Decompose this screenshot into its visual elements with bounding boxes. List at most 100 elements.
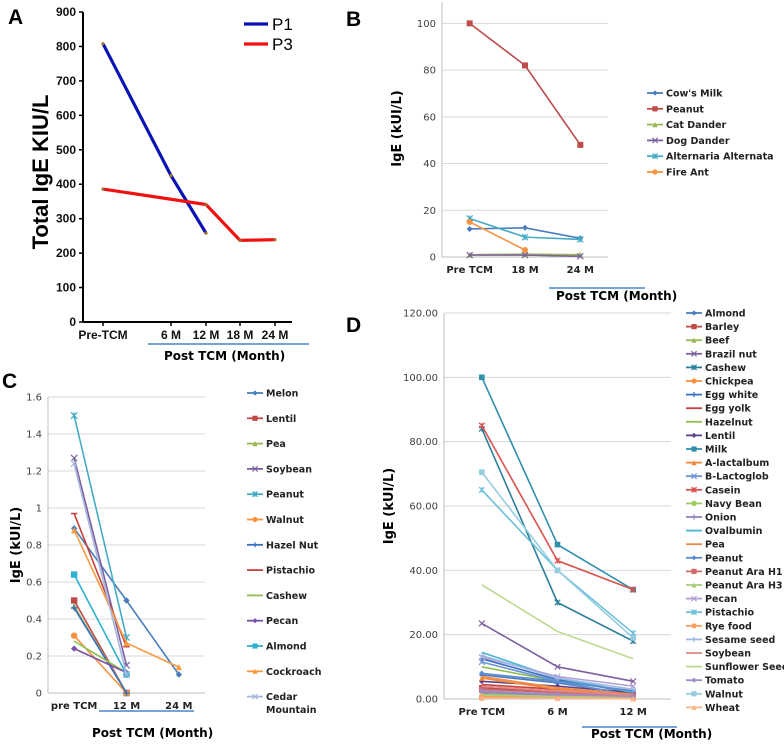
panel-d-chart: 0.00 20.00 40.00 60.00 80.00 100.00 120.00 Pre … bbox=[382, 309, 784, 728]
panel-d-legend-item-tomato: Tomato bbox=[686, 676, 745, 687]
panel-d-legend-egg-white-label: Egg white bbox=[705, 390, 758, 401]
panel-d-legend-lentil-marker bbox=[691, 432, 697, 438]
panel-d-series-sunflower-seed-line bbox=[481, 584, 634, 660]
panel-c-series-soybean-point bbox=[70, 454, 78, 462]
panel-d-series-wheat-point bbox=[554, 695, 561, 702]
panel-d-legend-brazil-nut-marker bbox=[690, 350, 698, 357]
panel-d-series-walnut-point bbox=[479, 469, 485, 476]
panel-c-post-tcm-label: Post TCM (Month) bbox=[92, 726, 213, 740]
panel-c-series-cedar-mountain-point bbox=[70, 459, 78, 468]
panel-d-x-tick-label: 12 M bbox=[619, 707, 646, 718]
panel-d-series-casein-point bbox=[629, 586, 637, 593]
panel-b-legend-item-peanut: Peanut bbox=[647, 104, 704, 115]
panel-d-legend-a-lactalbum-label: A-lactalbum bbox=[705, 458, 769, 469]
panel-d-legend-item-barley: Barley bbox=[686, 322, 740, 333]
panel-b-legend-item-cow-s-milk: Cow's Milk bbox=[647, 89, 723, 100]
panel-letter-c: C bbox=[2, 370, 17, 393]
panel-d-y-tick-label: 80.00 bbox=[409, 437, 438, 448]
panel-b-series-alternaria-alternata-point bbox=[521, 233, 529, 241]
panel-d-legend-rye-food-label: Rye food bbox=[705, 621, 752, 632]
panel-b-legend-fire-ant-label: Fire Ant bbox=[666, 168, 709, 179]
panel-b-series-fire-ant-point bbox=[466, 218, 473, 225]
panel-d-legend-tomato-marker bbox=[691, 677, 697, 683]
panel-d-legend-peanut-ara-h3-label: Peanut Ara H3 bbox=[705, 581, 783, 592]
panel-d-series-tomato bbox=[479, 688, 636, 700]
panel-c-series-walnut-point bbox=[70, 632, 78, 639]
panel-c-legend-cockroach-marker bbox=[252, 668, 258, 674]
panel-b-y-tick-label: 0 bbox=[430, 253, 436, 264]
panel-d-series-pecan-point bbox=[629, 682, 637, 690]
panel-d-series-walnut bbox=[479, 469, 636, 641]
panel-d-series-b-lactoglob-point bbox=[478, 658, 486, 666]
panel-c-legend-cashew-label: Cashew bbox=[266, 591, 307, 602]
panel-b-series-peanut-point bbox=[466, 20, 473, 27]
panel-d-legend-rye-food-marker bbox=[691, 623, 697, 629]
panel-a-y-tick-label: 200 bbox=[56, 246, 76, 260]
panel-c-x-tick-label: 12 M bbox=[113, 701, 140, 712]
panel-c-series-hazel-nut-point bbox=[123, 689, 130, 697]
panel-c-series-cedar-mountain-line bbox=[73, 463, 128, 675]
panel-d-legend-peanut-label: Peanut bbox=[705, 553, 743, 564]
panel-d-legend-hazelnut-label: Hazelnut bbox=[705, 417, 753, 428]
panel-b-series-peanut bbox=[466, 20, 584, 148]
panel-c-legend-item-cashew: Cashew bbox=[247, 591, 307, 602]
panel-c-legend-pecan-label: Pecan bbox=[266, 616, 298, 627]
panel-b-y-tick-label: 60 bbox=[423, 112, 436, 123]
panel-b-series-fire-ant-line bbox=[469, 221, 526, 251]
panel-a-y-tick-label: 900 bbox=[56, 5, 76, 19]
panel-d-legend-item-peanut-ara-h3: Peanut Ara H3 bbox=[686, 581, 783, 592]
panel-d-series-milk-point bbox=[479, 374, 485, 381]
panel-d-series-casein-point bbox=[478, 422, 486, 429]
panel-a-x-tick-label: 6 M bbox=[161, 328, 181, 342]
panel-b-legend-item-fire-ant: Fire Ant bbox=[647, 168, 709, 179]
panel-b-series-peanut-point bbox=[522, 62, 528, 69]
panel-b-legend-cat-dander-label: Cat Dander bbox=[666, 120, 727, 131]
panel-d-legend-item-almond: Almond bbox=[686, 309, 746, 320]
panel-c-legend-cedar-mountain-marker bbox=[251, 693, 259, 700]
panel-d-legend-item-rye-food: Rye food bbox=[686, 621, 752, 632]
panel-c-legend-item-walnut: Walnut bbox=[247, 515, 304, 526]
panel-c-y-tick-label: 1.4 bbox=[26, 430, 42, 441]
panel-c-series-walnut bbox=[70, 632, 130, 697]
panel-a-x-tick-label: Pre-TCM bbox=[78, 328, 127, 342]
panel-d-x-tick-label: 6 M bbox=[547, 707, 567, 718]
panel-d-legend-chickpea-label: Chickpea bbox=[705, 377, 754, 388]
panel-c-series-peanut-line bbox=[73, 415, 128, 638]
panel-c-y-tick-label: 0.6 bbox=[26, 578, 42, 589]
panel-a-series-p1-point bbox=[204, 231, 208, 235]
panel-c-series-cockroach bbox=[70, 527, 183, 671]
panel-c-y-tick-label: 1.2 bbox=[26, 467, 42, 478]
panel-d-legend-peanut-ara-h1-marker bbox=[691, 568, 697, 574]
panel-d-legend-wheat-marker bbox=[691, 704, 697, 710]
panel-b-post-tcm-label: Post TCM (Month) bbox=[556, 289, 677, 303]
panel-d-series-lentil-point bbox=[479, 678, 485, 685]
panel-d-legend-item-chickpea: Chickpea bbox=[686, 377, 754, 388]
panel-b-legend-dog-dander-label: Dog Dander bbox=[666, 136, 730, 147]
panel-a-y-tick-label: 800 bbox=[56, 39, 76, 53]
panel-b-x-tick-label: 18 M bbox=[511, 265, 538, 276]
panel-d-series-cashew-line bbox=[481, 428, 634, 642]
panel-d-legend-peanut-ara-h1-label: Peanut Ara H1 bbox=[705, 567, 783, 578]
panel-d-legend-soybean-label: Soybean bbox=[705, 649, 751, 660]
panel-b-y-tick-label: 40 bbox=[423, 159, 436, 170]
panel-d-series-brazil-nut bbox=[478, 620, 637, 685]
panel-b-legend-alternaria-alternata-label: Alternaria Alternata bbox=[666, 152, 774, 163]
panel-d-legend-item-a-lactalbum: A-lactalbum bbox=[686, 458, 769, 469]
panel-d-series-casein bbox=[478, 422, 637, 593]
panel-c-legend-lentil-marker bbox=[252, 415, 258, 421]
panel-c-legend-item-cockroach: Cockroach bbox=[247, 667, 322, 678]
panel-c-series-almond-point bbox=[70, 571, 78, 578]
panel-b-series-cow-s-milk-point bbox=[466, 225, 473, 232]
panel-c-chart: 0 0.2 0.4 0.6 0.8 1 1.2 1.4 1.6 pre TCM 12 M 24 M Ig… bbox=[9, 389, 322, 717]
panel-c-series-soybean-line bbox=[73, 457, 128, 666]
panel-d-legend-item-milk: Milk bbox=[686, 445, 728, 456]
panel-d-legend-b-lactoglob-label: B-Lactoglob bbox=[705, 472, 769, 483]
panel-d-legend-casein-label: Casein bbox=[705, 485, 741, 496]
panel-d-legend-pecan-marker bbox=[690, 595, 698, 602]
panel-d-legend-a-lactalbum-marker bbox=[691, 460, 697, 466]
panel-d-legend-item-beef: Beef bbox=[686, 336, 730, 347]
panel-c-y-tick-label: 0.4 bbox=[26, 615, 42, 626]
panel-d-legend-egg-yolk-label: Egg yolk bbox=[705, 404, 751, 415]
panel-b-series-cow-s-milk-point bbox=[522, 224, 528, 231]
